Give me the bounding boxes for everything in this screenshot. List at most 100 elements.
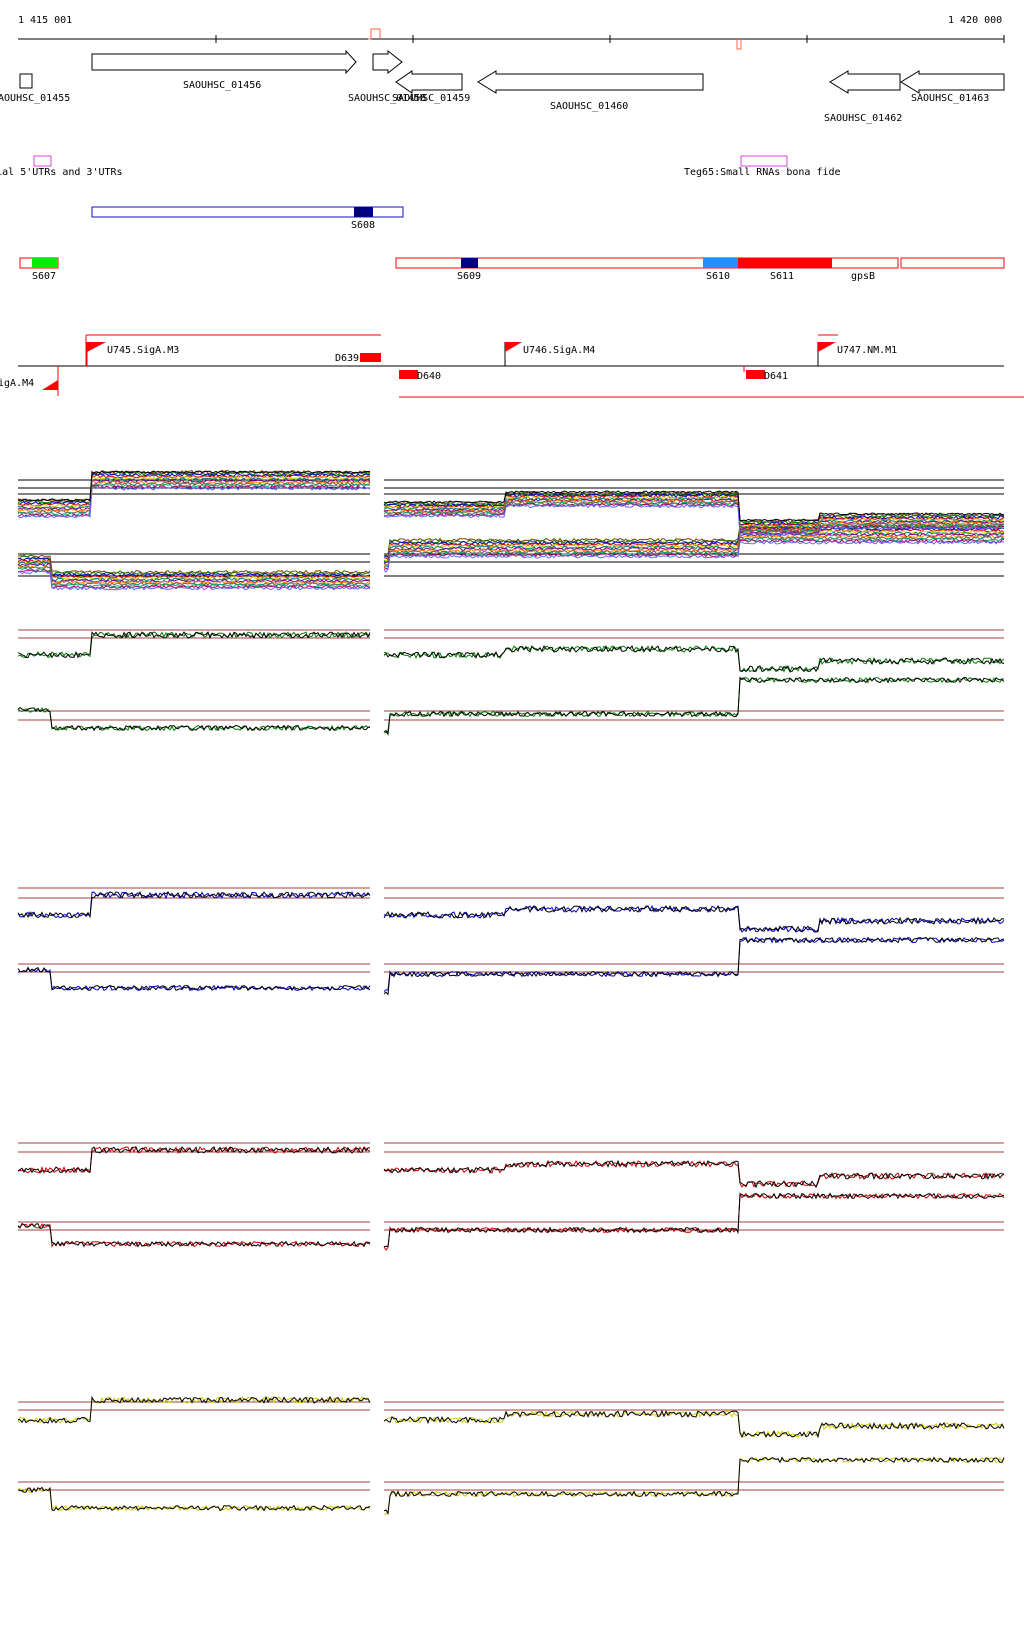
ruler-start-label: 1 415 001 [18,15,72,26]
utr-feature-teg65[interactable]: Teg65:Small RNAs bona fide [684,155,841,178]
signal-trace-all-conditions [17,486,371,519]
terminator-D641[interactable]: D641 [743,366,788,382]
gene-label: SAOUHSC_01456 [183,80,261,91]
gene-label: SAOUHSC_01462 [824,113,902,124]
signal-trace-blue [383,905,1005,933]
promoter-label: U746.SigA.M4 [523,345,595,356]
signal-trace-all-conditions [17,560,371,581]
segment-S607[interactable] [32,258,58,268]
signal-trace-all-conditions [17,570,371,591]
signal-trace-all-conditions [17,484,371,518]
signal-trace-all-conditions [17,478,371,511]
utr-label: Potential 5'UTRs and 3'UTRs [0,167,123,178]
signal-trace-all-conditions [17,565,371,587]
regulatory-track: SigA.M4 U745.SigA.M3 U746.SigA.M4 U747.N… [0,334,1024,398]
terminator-D640[interactable]: D640 [399,370,441,382]
signal-trace-all-conditions [383,540,1005,573]
gene-SAOUHSC_01460[interactable]: SAOUHSC_01460 [477,70,704,112]
segment-S609[interactable] [461,258,478,268]
gene-label: SAOUHSC_01459 [392,93,470,104]
promoter-U746[interactable]: U746.SigA.M4 [504,342,595,366]
promoter-U747[interactable]: U747.NM.M1 [817,342,897,366]
utr-label: Teg65:Small RNAs bona fide [684,167,841,178]
signal-trace-red [17,1146,370,1174]
gene-SAOUHSC_01463[interactable]: SAOUHSC_01463 [900,70,1005,104]
signal-trace-all-conditions [17,470,371,502]
signal-trace-yellow [383,1456,1005,1516]
signal-trace-blue [17,967,371,992]
signal-trace-red [383,1159,1005,1188]
segment-track: S608 S607 S609 S610 S611 gpsB [19,206,1005,282]
gene-SAOUHSC_01459[interactable]: SAOUHSC_01459 [392,70,470,104]
signal-trace-all-conditions [383,526,1005,558]
utr-track: Potential 5'UTRs and 3'UTRs Teg65:Small … [0,155,841,178]
segment-label: S609 [457,271,481,282]
signal-trace-green [383,644,1005,673]
signal-trace-blue [383,936,1005,996]
signal-trace-red [383,1159,1005,1189]
signal-trace-all-conditions [17,568,371,590]
signal-trace-all-conditions [17,472,371,506]
signal-trace-all-conditions [383,490,1005,523]
gene-SAOUHSC_01458[interactable]: SAOUHSC_01458 [348,49,426,104]
signal-trace-yellow [17,1486,371,1512]
expression-panels [17,469,1005,1516]
signal-trace-all-conditions [383,529,1004,563]
signal-trace-all-conditions [383,504,1005,537]
signal-trace-all-conditions [383,502,1005,536]
terminator-label: D639 [335,353,359,364]
signal-trace-all-conditions [383,535,1005,568]
terminator-label: D641 [764,371,788,382]
gene-label: SAOUHSC_01455 [0,93,70,104]
signal-trace-blue [383,936,1005,992]
gene-SAOUHSC_01462[interactable]: SAOUHSC_01462 [824,70,902,124]
segment-label: S610 [706,271,730,282]
signal-trace-all-conditions [383,538,1005,570]
signal-trace-all-conditions [17,474,371,507]
gene-label: SAOUHSC_01463 [911,93,989,104]
segment-S611[interactable] [738,258,832,268]
signal-trace-all-conditions [17,483,371,516]
signal-trace-red [17,1223,371,1248]
segment-S608[interactable] [354,207,373,217]
segment-label: S607 [32,271,56,282]
signal-trace-all-conditions [383,531,1005,563]
gene-SAOUHSC_01455[interactable]: SAOUHSC_01455 [0,73,70,104]
signal-trace-all-conditions [17,475,371,509]
signal-trace-green [383,676,1005,734]
signal-trace-yellow [383,1409,1005,1439]
signal-trace-all-conditions [383,497,1005,531]
utr-feature-potential[interactable]: Potential 5'UTRs and 3'UTRs [0,155,123,178]
signal-trace-red [17,1222,371,1248]
segment-label: S611 [770,271,794,282]
segment-S610[interactable] [703,258,738,268]
promoter-U745[interactable]: U745.SigA.M3 [86,342,179,366]
signal-trace-all-conditions [383,494,1005,527]
promoter-SigA-M4[interactable]: SigA.M4 [0,378,58,390]
signal-trace-green [17,706,371,732]
signal-trace-yellow [383,1456,1005,1515]
promoter-label: U747.NM.M1 [837,345,897,356]
signal-trace-all-conditions [17,554,371,575]
terminator-label: D640 [417,371,441,382]
signal-trace-red [383,1192,1005,1248]
gene-track: SAOUHSC_01455 SAOUHSC_01456 SAOUHSC_0145… [0,49,1005,124]
gene-label: SAOUHSC_01458 [348,93,426,104]
signal-trace-blue [17,966,371,992]
signal-trace-all-conditions [17,556,371,578]
signal-trace-blue [17,890,371,919]
terminator-D639[interactable]: D639 [335,353,381,364]
gene-SAOUHSC_01456[interactable]: SAOUHSC_01456 [91,49,357,91]
coordinate-ruler: 1 415 001 1 420 000 [18,15,1005,50]
signal-trace-green [17,631,371,659]
segment-label-gpsB: gpsB [851,271,875,282]
signal-trace-all-conditions [383,500,1005,533]
signal-trace-all-conditions [383,491,1005,525]
signal-trace-green [17,707,371,732]
signal-trace-all-conditions [383,534,1005,566]
signal-trace-yellow [17,1395,371,1424]
ruler-end-label: 1 420 000 [948,15,1002,26]
signal-trace-all-conditions [17,558,371,579]
signal-trace-all-conditions [383,499,1005,532]
